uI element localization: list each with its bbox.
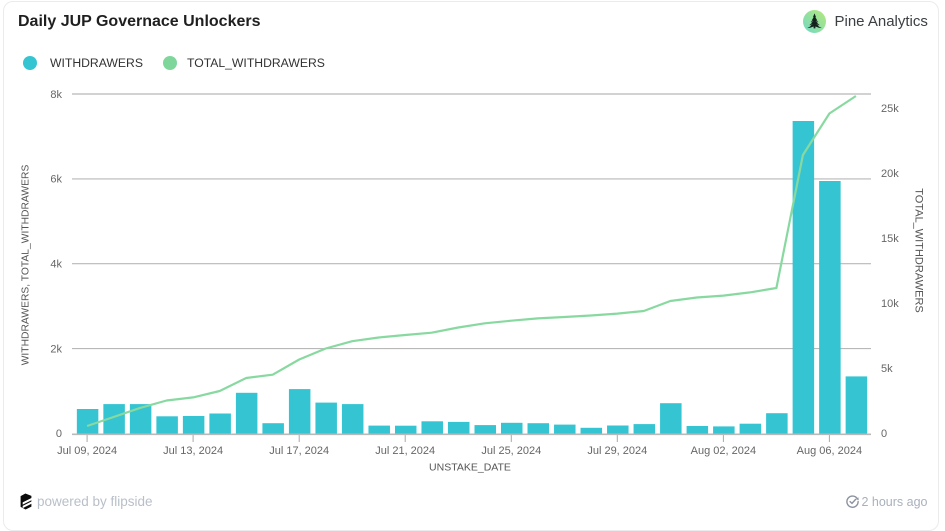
svg-text:Jul 13, 2024: Jul 13, 2024: [163, 445, 223, 457]
svg-text:0: 0: [881, 428, 887, 440]
svg-text:4k: 4k: [50, 259, 62, 271]
svg-text:Aug 06, 2024: Aug 06, 2024: [797, 445, 862, 457]
svg-text:WITHDRAWERS, TOTAL_WITHDRAWERS: WITHDRAWERS, TOTAL_WITHDRAWERS: [21, 165, 32, 366]
svg-text:20k: 20k: [881, 168, 899, 180]
svg-text:TOTAL_WITHDRAWERS: TOTAL_WITHDRAWERS: [913, 188, 925, 312]
svg-text:15k: 15k: [881, 233, 899, 245]
svg-text:2k: 2k: [50, 343, 62, 355]
svg-text:Jul 09, 2024: Jul 09, 2024: [57, 445, 117, 457]
svg-text:0: 0: [56, 428, 62, 440]
svg-text:Jul 21, 2024: Jul 21, 2024: [375, 445, 435, 457]
svg-text:Jul 25, 2024: Jul 25, 2024: [481, 445, 541, 457]
svg-text:Jul 17, 2024: Jul 17, 2024: [269, 445, 329, 457]
svg-text:10k: 10k: [881, 298, 899, 310]
svg-text:UNSTAKE_DATE: UNSTAKE_DATE: [429, 462, 511, 474]
svg-text:6k: 6k: [50, 174, 62, 186]
svg-text:25k: 25k: [881, 103, 899, 115]
svg-text:5k: 5k: [881, 363, 893, 375]
svg-text:8k: 8k: [50, 89, 62, 101]
svg-text:Jul 29, 2024: Jul 29, 2024: [587, 445, 647, 457]
svg-text:Aug 02, 2024: Aug 02, 2024: [691, 445, 756, 457]
